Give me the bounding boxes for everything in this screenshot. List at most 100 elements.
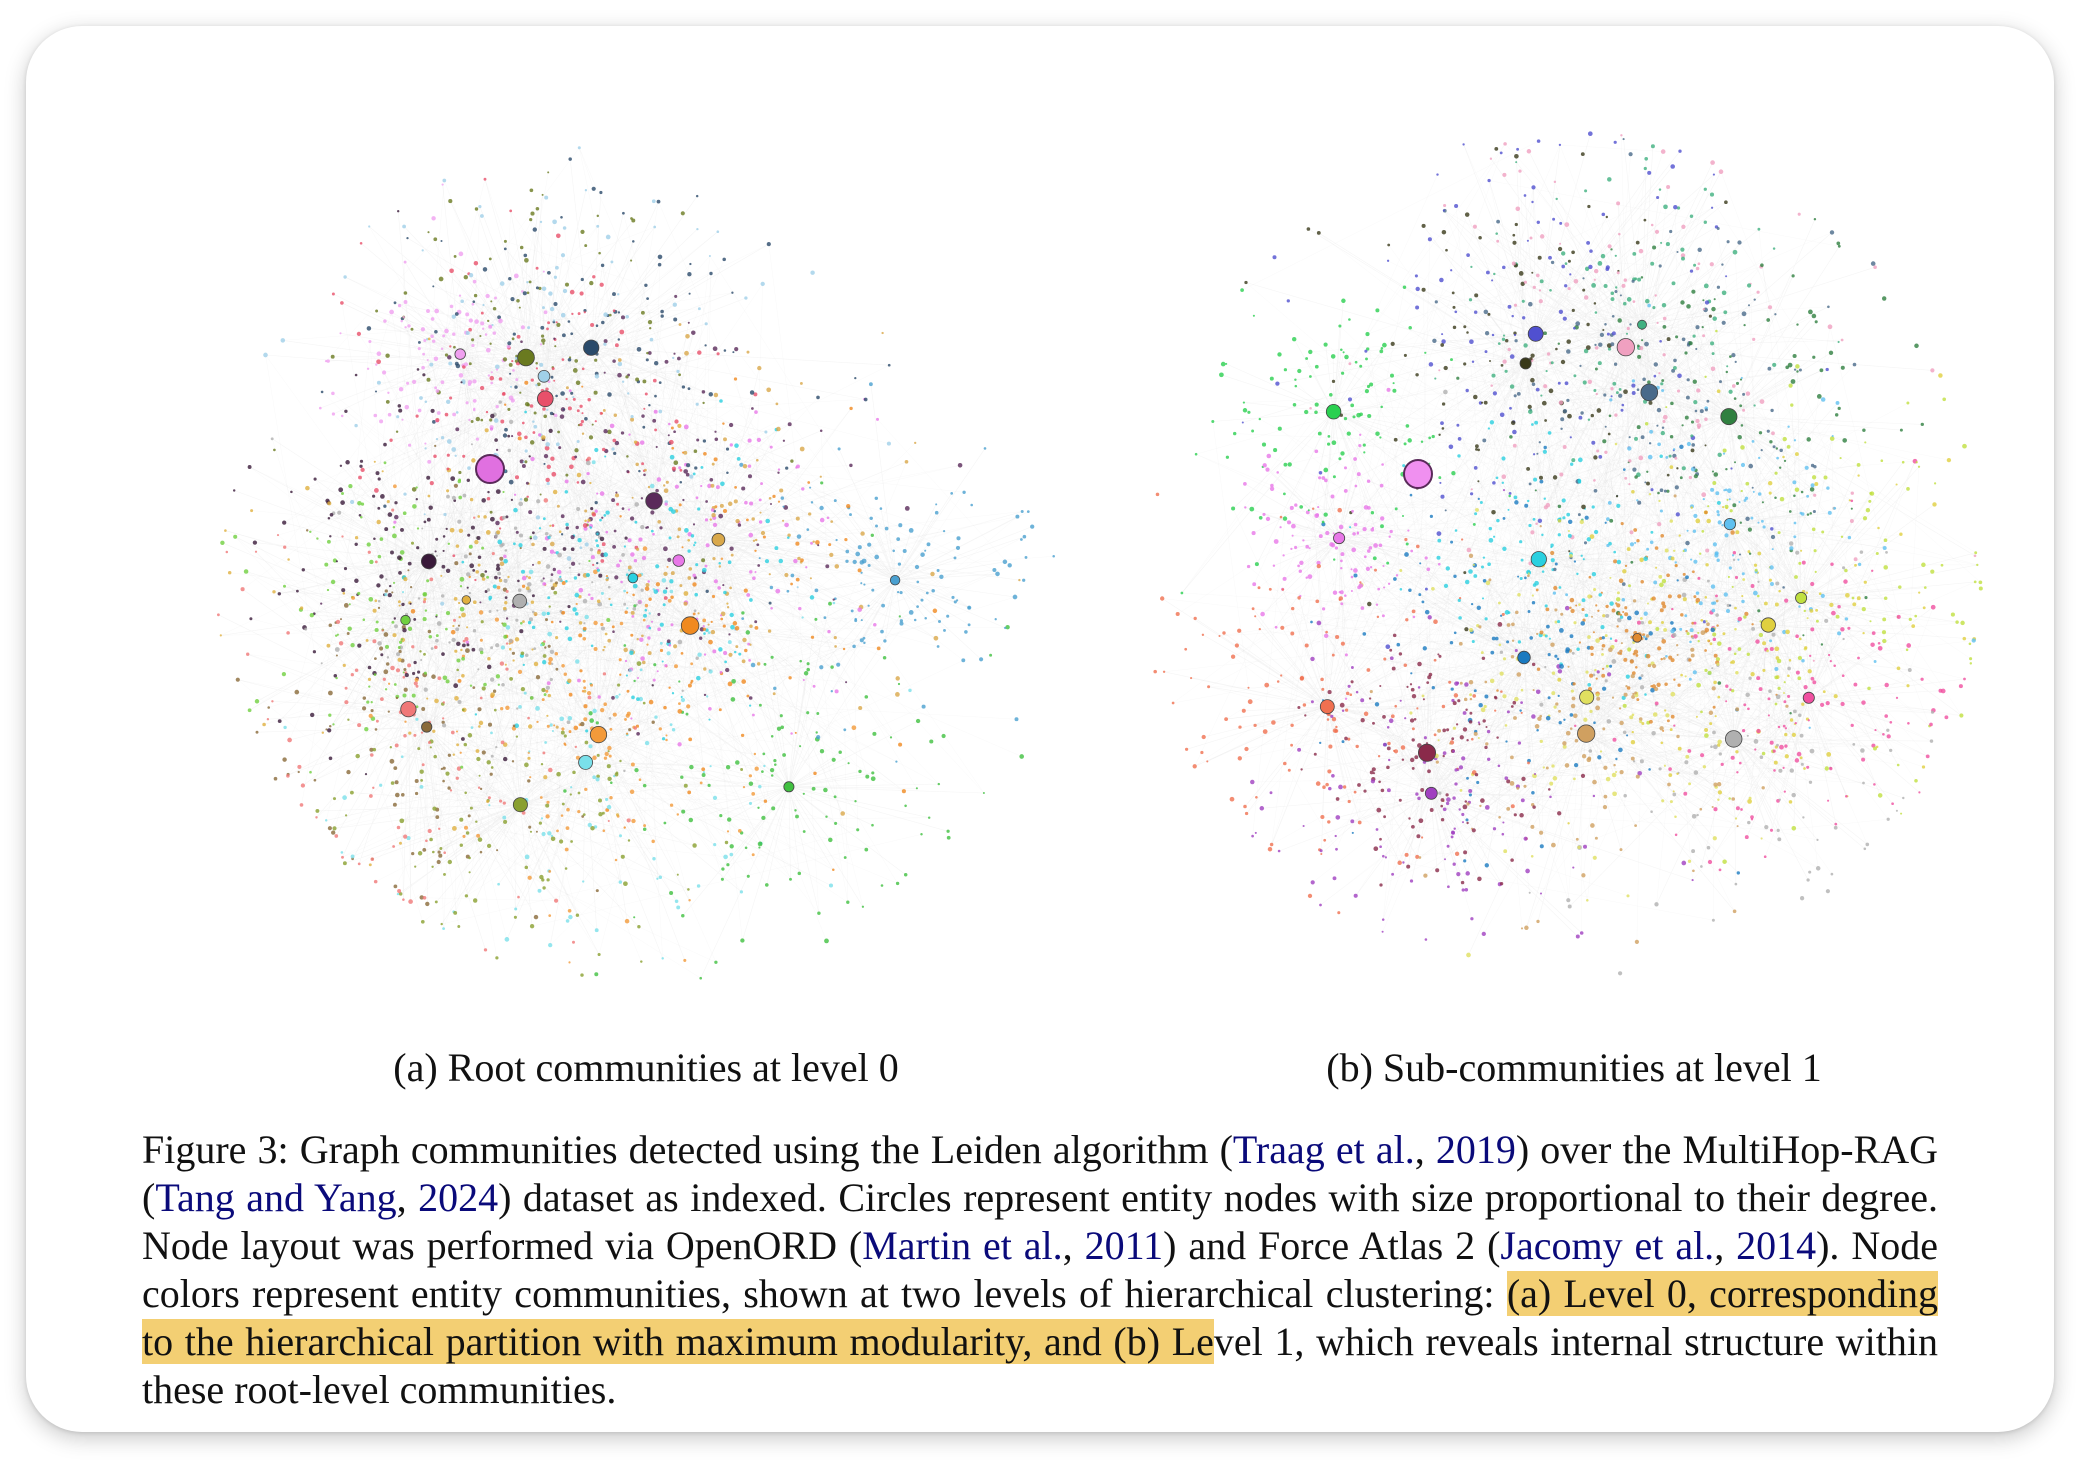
graph-node — [1269, 486, 1275, 491]
graph-node — [402, 693, 407, 698]
graph-node — [529, 924, 535, 929]
graph-node — [414, 779, 419, 783]
graph-node-medium — [578, 755, 594, 770]
graph-node — [1601, 643, 1606, 648]
graph-node — [401, 591, 405, 594]
graph-node — [1338, 784, 1343, 790]
graph-node — [263, 352, 268, 358]
graph-node — [518, 705, 522, 709]
graph-node — [1475, 507, 1479, 512]
graph-node — [1468, 789, 1473, 793]
graph-node — [709, 477, 714, 482]
graph-node — [729, 852, 734, 857]
graph-node — [626, 607, 629, 610]
graph-node — [472, 399, 477, 403]
graph-node — [1450, 687, 1454, 691]
graph-node — [1911, 624, 1916, 628]
graph-node — [1386, 788, 1391, 793]
graph-node — [360, 502, 365, 506]
graph-node — [808, 512, 812, 516]
graph-node — [515, 354, 518, 358]
graph-node — [507, 448, 512, 453]
graph-node — [596, 532, 599, 536]
graph-node — [1443, 389, 1448, 395]
graph-node — [366, 700, 370, 704]
graph-node — [1656, 195, 1660, 200]
graph-node — [509, 209, 513, 213]
graph-node — [924, 549, 927, 552]
graph-node — [389, 746, 392, 749]
graph-node — [299, 606, 304, 610]
graph-node — [1646, 481, 1650, 486]
graph-node — [1794, 575, 1798, 579]
graph-node — [525, 653, 529, 658]
graph-node — [1779, 496, 1785, 502]
graph-node — [423, 592, 427, 597]
graph-node — [1695, 518, 1701, 524]
graph-node — [547, 380, 551, 384]
graph-node — [1583, 541, 1588, 545]
graph-node — [1609, 637, 1613, 640]
graph-node — [1637, 354, 1642, 359]
graph-node — [1589, 645, 1594, 651]
graph-node — [1659, 582, 1664, 588]
graph-node — [1496, 518, 1500, 523]
graph-node — [1528, 409, 1533, 414]
graph-node — [455, 363, 461, 369]
graph-node — [1728, 566, 1732, 570]
graph-node — [526, 291, 530, 295]
graph-node — [1337, 911, 1341, 915]
graph-node — [1519, 709, 1522, 712]
graph-node — [652, 418, 657, 423]
graph-node — [603, 514, 607, 517]
graph-node — [1697, 640, 1700, 643]
graph-node — [1580, 773, 1586, 779]
graph-node — [687, 683, 692, 688]
graph-node — [681, 913, 685, 918]
graph-node — [1483, 309, 1489, 315]
graph-node — [1593, 529, 1599, 535]
graph-node — [451, 447, 457, 452]
graph-node — [1702, 497, 1705, 501]
graph-node — [1688, 658, 1692, 662]
graph-node — [1798, 605, 1801, 608]
graph-node — [435, 634, 439, 638]
graph-node — [659, 526, 663, 530]
graph-node — [1744, 835, 1749, 840]
graph-node — [629, 516, 635, 521]
graph-node — [1607, 432, 1611, 436]
graph-node — [731, 678, 736, 684]
graph-node — [690, 662, 694, 666]
graph-node — [1727, 646, 1732, 651]
graph-node — [396, 652, 401, 657]
graph-node — [1685, 754, 1690, 759]
graph-node — [577, 791, 581, 795]
graph-node — [1532, 285, 1536, 290]
graph-node — [556, 322, 561, 327]
graph-node — [1725, 467, 1728, 471]
graph-node — [1717, 695, 1721, 699]
graph-node — [1379, 845, 1382, 849]
graph-node — [680, 695, 683, 699]
graph-node — [741, 611, 745, 615]
graph-node — [548, 767, 553, 773]
graph-node — [635, 377, 640, 382]
graph-node — [1695, 325, 1700, 330]
graph-node — [593, 390, 598, 395]
graph-node — [1756, 728, 1761, 734]
graph-node — [751, 792, 756, 796]
graph-node — [1564, 763, 1570, 768]
graph-node — [543, 462, 546, 465]
graph-node — [470, 443, 473, 446]
graph-node — [748, 781, 754, 786]
graph-node — [1543, 331, 1547, 336]
graph-node — [740, 938, 745, 943]
graph-node — [1435, 868, 1440, 873]
graph-node — [332, 797, 337, 801]
graph-node — [1778, 798, 1781, 801]
graph-node — [1314, 449, 1319, 454]
graph-node — [464, 636, 469, 642]
graph-node — [1617, 971, 1623, 976]
graph-node — [528, 576, 531, 580]
graph-node — [591, 581, 594, 584]
